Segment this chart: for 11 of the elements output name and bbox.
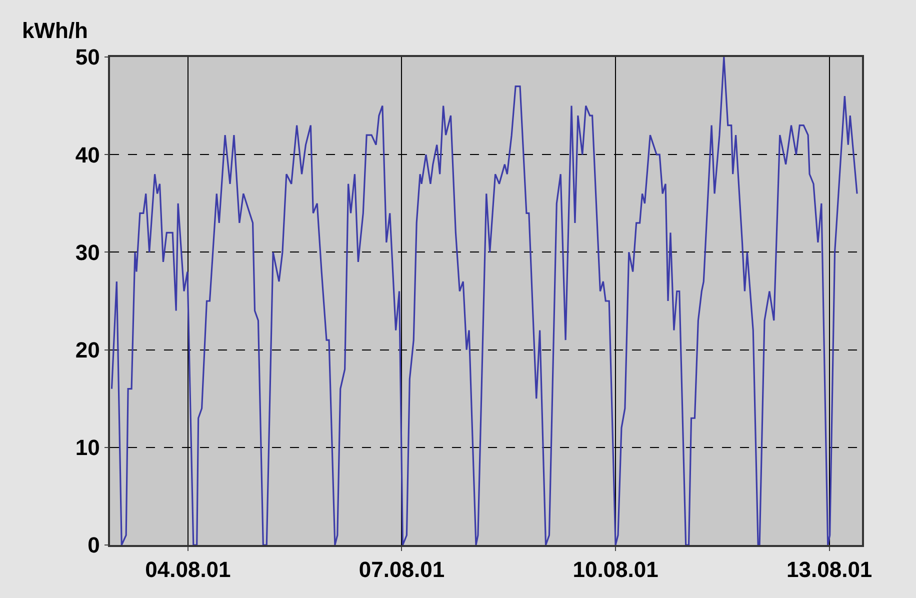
y-tick-label: 50 [75,44,100,70]
y-tick-label: 20 [75,338,100,362]
y-tick-label: 30 [75,240,100,265]
y-tick-label: 10 [75,435,100,460]
y-axis-title: kWh/h [22,18,88,43]
x-tick-label: 13.08.01 [786,557,872,582]
x-tick-label: 04.08.01 [145,557,231,582]
x-tick-label: 07.08.01 [358,557,445,582]
y-tick-label: 0 [88,532,100,558]
y-tick-label: 40 [75,142,100,168]
x-tick-label: 10.08.01 [572,557,658,582]
